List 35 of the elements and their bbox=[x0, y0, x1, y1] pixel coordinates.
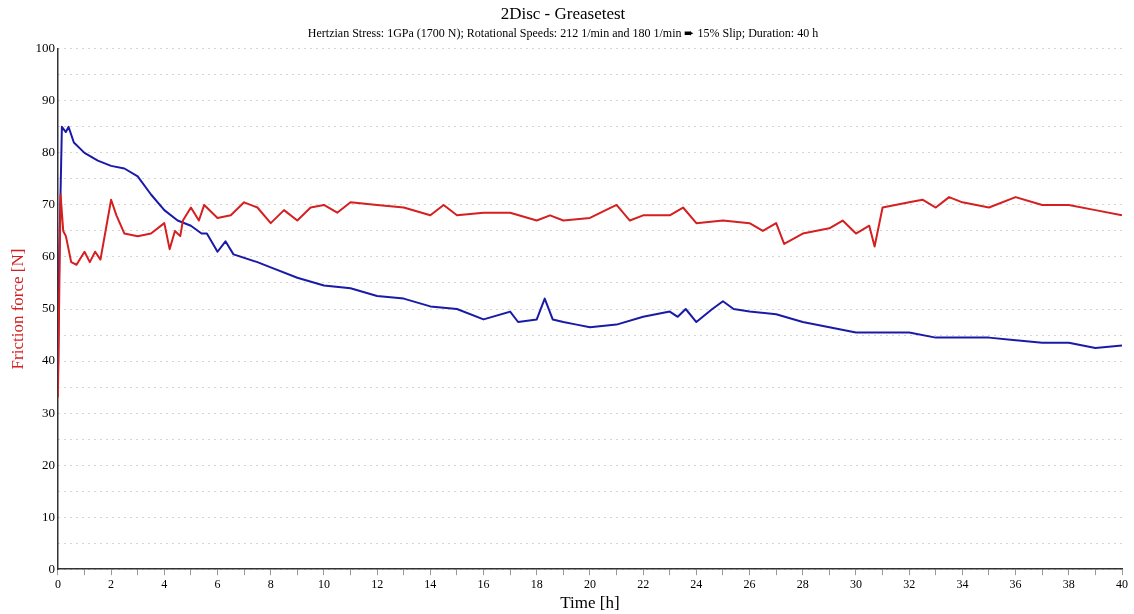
x-tick-label: 30 bbox=[849, 576, 862, 591]
y-tick-label: 40 bbox=[41, 352, 55, 368]
x-tick-label: 18 bbox=[530, 576, 543, 591]
x-tick-label: 32 bbox=[903, 576, 916, 591]
x-tick-label: 12 bbox=[371, 576, 384, 591]
chart-subtitle: Hertzian Stress: 1GPa (1700 N); Rotational Speeds: 212 1/min and 180 1/min ➨ 15% Slip; Duration: 40 h bbox=[307, 25, 819, 40]
x-tick-label: 2 bbox=[108, 576, 115, 591]
x-tick-label: 24 bbox=[690, 576, 703, 591]
y-tick-label: 50 bbox=[41, 300, 55, 316]
x-tick-label: 34 bbox=[956, 576, 969, 591]
x-tick-label: 10 bbox=[317, 576, 330, 591]
x-tick-label: 38 bbox=[1062, 576, 1075, 591]
y-tick-label: 20 bbox=[41, 456, 55, 472]
x-tick-label: 36 bbox=[1009, 576, 1022, 591]
y-tick-label: 0 bbox=[48, 560, 55, 576]
chart-title: 2Disc - Greasetest bbox=[500, 3, 626, 23]
x-axis-title: Time [h] bbox=[560, 593, 620, 613]
y-tick-label: 30 bbox=[41, 404, 55, 420]
y-tick-label: 70 bbox=[41, 196, 55, 212]
x-tick-label: 40 bbox=[1116, 576, 1128, 591]
x-tick-label: 16 bbox=[477, 576, 490, 591]
x-tick-label: 28 bbox=[796, 576, 809, 591]
x-tick-label: 8 bbox=[267, 576, 274, 591]
x-tick-label: 6 bbox=[214, 576, 221, 591]
y-tick-label: 60 bbox=[41, 248, 55, 264]
y-tick-label: 80 bbox=[41, 144, 55, 160]
y-axis-title: Friction force [N] bbox=[7, 248, 27, 370]
x-tick-label: 26 bbox=[743, 576, 756, 591]
x-tick-label: 14 bbox=[424, 576, 437, 591]
x-tick-label: 4 bbox=[161, 576, 168, 591]
y-tick-label: 100 bbox=[35, 40, 55, 56]
x-tick-label: 22 bbox=[637, 576, 650, 591]
y-tick-label: 90 bbox=[41, 92, 55, 108]
y-tick-label: 10 bbox=[41, 508, 55, 524]
x-tick-label: 20 bbox=[583, 576, 596, 591]
